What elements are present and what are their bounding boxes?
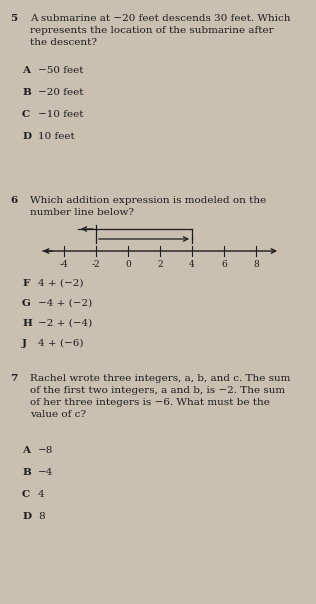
Text: A: A — [22, 66, 30, 75]
Text: 7: 7 — [10, 374, 17, 383]
Text: C: C — [22, 110, 30, 119]
Text: 8: 8 — [253, 260, 259, 269]
Text: A submarine at −20 feet descends 30 feet. Which
represents the location of the s: A submarine at −20 feet descends 30 feet… — [30, 14, 290, 47]
Text: −10 feet: −10 feet — [38, 110, 83, 119]
Text: −8: −8 — [38, 446, 53, 455]
Text: B: B — [22, 88, 31, 97]
Text: 4 + (−6): 4 + (−6) — [38, 339, 83, 348]
Text: −20 feet: −20 feet — [38, 88, 83, 97]
Text: 4: 4 — [38, 490, 45, 499]
Text: D: D — [22, 132, 31, 141]
Text: -2: -2 — [92, 260, 100, 269]
Text: 4 + (−2): 4 + (−2) — [38, 279, 83, 288]
Text: 6: 6 — [221, 260, 227, 269]
Text: F: F — [22, 279, 29, 288]
Text: −2 + (−4): −2 + (−4) — [38, 319, 92, 328]
Text: B: B — [22, 468, 31, 477]
Text: D: D — [22, 512, 31, 521]
Text: 4: 4 — [189, 260, 195, 269]
Text: -4: -4 — [60, 260, 68, 269]
Text: H: H — [22, 319, 32, 328]
Text: −50 feet: −50 feet — [38, 66, 83, 75]
Text: C: C — [22, 490, 30, 499]
Text: A: A — [22, 446, 30, 455]
Text: J: J — [22, 339, 27, 348]
Text: Which addition expression is modeled on the
number line below?: Which addition expression is modeled on … — [30, 196, 266, 217]
Text: −4 + (−2): −4 + (−2) — [38, 299, 92, 308]
Text: 0: 0 — [125, 260, 131, 269]
Text: −4: −4 — [38, 468, 53, 477]
Text: 5: 5 — [10, 14, 17, 23]
Text: 8: 8 — [38, 512, 45, 521]
Text: Rachel wrote three integers, a, b, and c. The sum
of the first two integers, a a: Rachel wrote three integers, a, b, and c… — [30, 374, 290, 419]
Text: 2: 2 — [157, 260, 163, 269]
Text: G: G — [22, 299, 31, 308]
Text: 6: 6 — [10, 196, 17, 205]
Text: 10 feet: 10 feet — [38, 132, 75, 141]
